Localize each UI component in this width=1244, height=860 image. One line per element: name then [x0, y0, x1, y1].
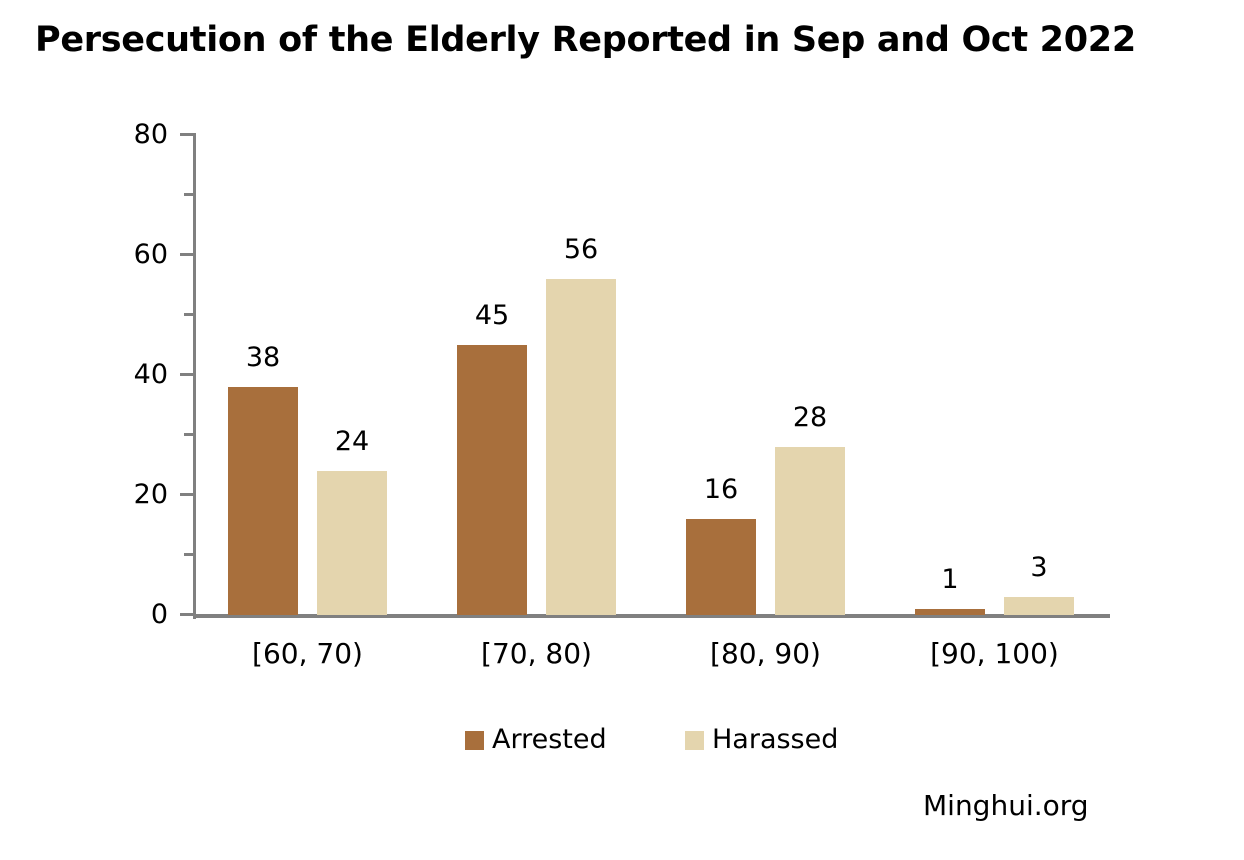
y-axis-minor-tick: [184, 193, 193, 196]
bar-value-label: 1: [941, 564, 959, 595]
bar-value-label: 24: [334, 426, 370, 457]
x-axis-label: [60, 70): [252, 637, 363, 670]
bar-harassed: [317, 471, 387, 615]
legend-label: Arrested: [492, 724, 607, 755]
y-axis-tick-label: 0: [150, 599, 168, 630]
x-axis-label: [80, 90): [710, 637, 821, 670]
y-axis-tick-label: 60: [133, 239, 168, 270]
bar-value-label: 38: [245, 342, 281, 373]
y-axis-minor-tick: [184, 553, 193, 556]
bar-arrested: [228, 387, 298, 615]
legend-swatch-harassed: [685, 730, 704, 750]
bar-harassed: [546, 279, 616, 615]
bar-value-label: 3: [1030, 552, 1048, 583]
y-axis-tick-label: 80: [133, 119, 168, 150]
y-axis-major-tick: [180, 253, 194, 256]
bar-arrested: [686, 519, 756, 615]
source-credit: Minghui.org: [923, 789, 1089, 822]
y-axis-major-tick: [180, 133, 194, 136]
chart-title: Persecution of the Elderly Reported in S…: [35, 20, 1136, 60]
y-axis-minor-tick: [184, 433, 193, 436]
x-axis-label: [90, 100): [930, 637, 1059, 670]
bar-value-label: 56: [563, 234, 599, 265]
bar-harassed: [1004, 597, 1074, 615]
y-axis-minor-tick: [184, 313, 193, 316]
x-axis-label: [70, 80): [481, 637, 592, 670]
y-axis-major-tick: [180, 493, 194, 496]
legend-item-arrested: Arrested: [465, 726, 607, 754]
bar-value-label: 28: [792, 402, 828, 433]
x-axis-line: [193, 614, 1110, 618]
bar-arrested: [457, 345, 527, 615]
legend-item-harassed: Harassed: [685, 726, 838, 754]
y-axis-tick-label: 40: [133, 359, 168, 390]
y-axis-major-tick: [180, 373, 194, 376]
y-axis-major-tick: [180, 613, 194, 616]
bar-value-label: 16: [703, 474, 739, 505]
bar-arrested: [915, 609, 985, 615]
y-axis-line: [193, 133, 196, 619]
bar-value-label: 45: [474, 300, 510, 331]
legend-swatch-arrested: [465, 730, 484, 750]
bar-harassed: [775, 447, 845, 615]
y-axis-tick-label: 20: [133, 479, 168, 510]
legend-label: Harassed: [712, 724, 839, 755]
